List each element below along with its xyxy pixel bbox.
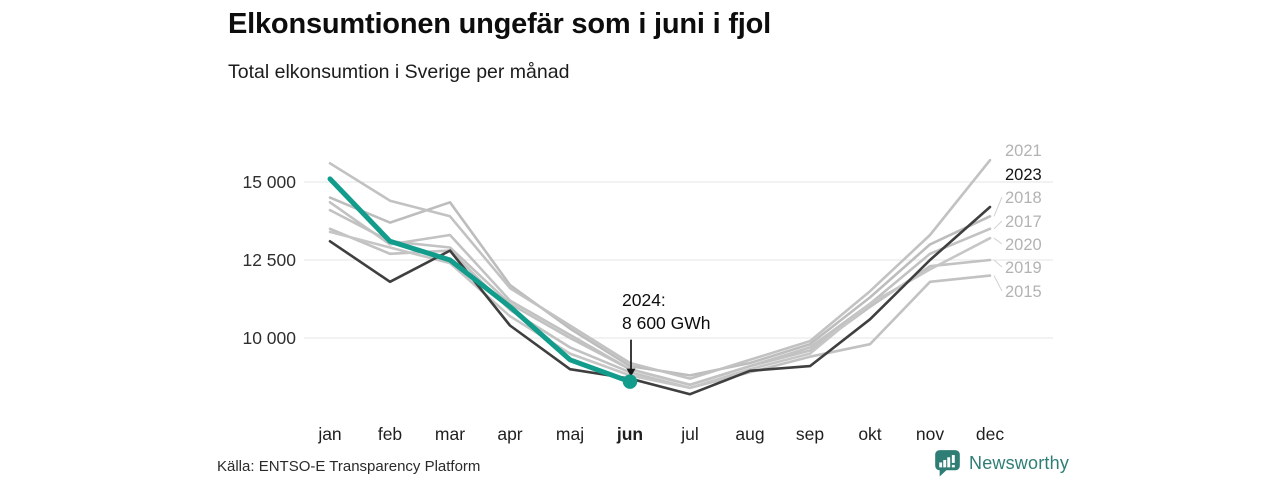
ytick-10000: 10 000 [242,328,296,348]
annotation-dot [622,374,638,389]
month-label-feb: feb [378,424,402,444]
month-label-sep: sep [796,424,824,444]
month-label-jul: jul [680,424,699,444]
year-label-2020: 2020 [1005,236,1042,254]
line-2015 [328,227,992,390]
line-2019 [328,208,992,387]
month-label-apr: apr [497,424,522,444]
annotation-year: 2024: [622,290,666,310]
source-note: Källa: ENTSO-E Transparency Platform [217,458,481,475]
page-title: Elkonsumtionen ungefär som i juni i fjol [228,8,772,40]
year-label-2021: 2021 [1005,142,1042,160]
leader-2018 [993,196,1003,217]
month-label-jan: jan [317,424,341,444]
line-2020 [328,230,992,390]
year-label-2017: 2017 [1005,213,1042,231]
month-label-nov: nov [916,424,944,444]
annotation-2024: 2024: 8 600 GWh [622,289,711,335]
line-2021 [328,158,992,380]
year-label-2018: 2018 [1005,189,1042,207]
bar-chart-bubble-icon [935,450,960,477]
month-label-aug: aug [735,424,764,444]
annotation-value: 8 600 GWh [622,313,711,333]
leader-2020 [993,237,1003,245]
month-label-jun: jun [616,424,643,444]
brand-name: Newsworthy [969,452,1070,473]
year-label-2023: 2023 [1005,166,1042,184]
ytick-12500: 12 500 [242,250,296,270]
line-2024 [327,176,633,385]
page-subtitle: Total elkonsumtion i Sverige per månad [228,61,570,83]
year-label-2019: 2019 [1005,259,1042,277]
annotation-arrowhead [626,368,636,377]
month-label-okt: okt [858,424,881,444]
leader-2017 [993,220,1003,230]
month-label-mar: mar [435,424,465,444]
newsworthy-logo: Newsworthy [934,449,1069,477]
month-label-maj: maj [556,424,584,444]
year-label-2015: 2015 [1005,283,1042,301]
leader-2015 [993,275,1003,292]
leader-2019 [993,259,1003,268]
month-label-dec: dec [976,424,1004,444]
ytick-15000: 15 000 [242,172,296,192]
